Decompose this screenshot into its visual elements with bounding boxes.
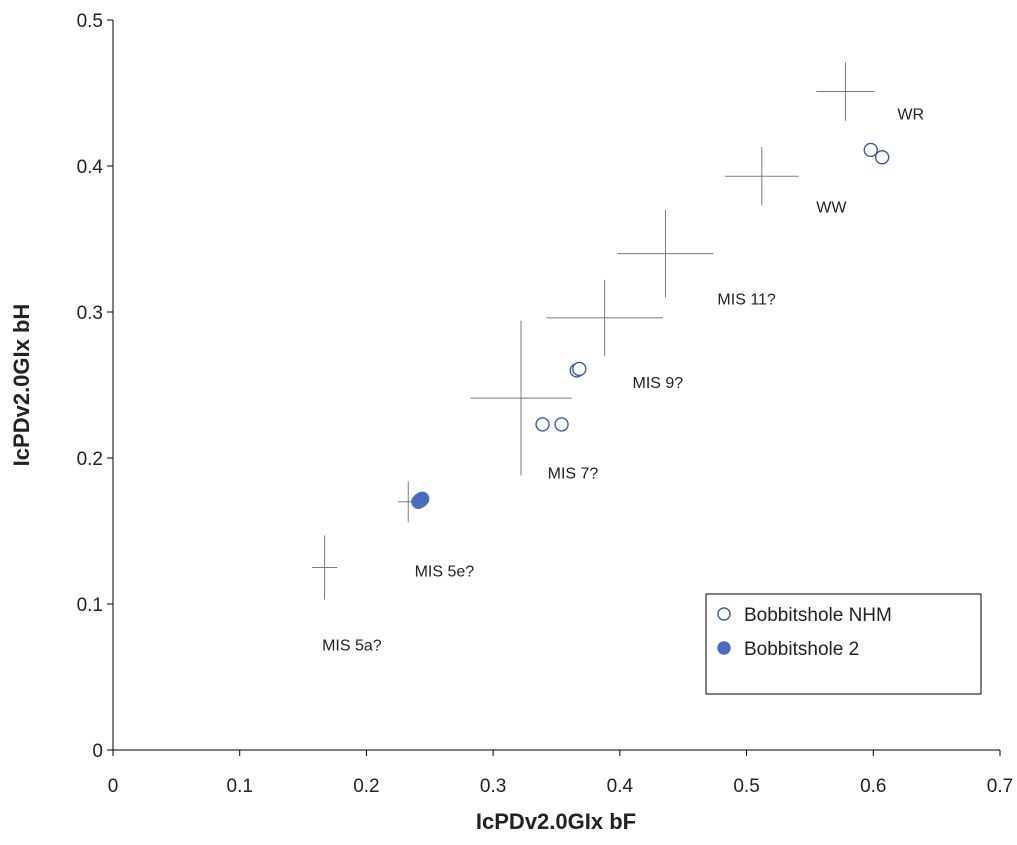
y-tick-label: 0.2 [77,449,103,470]
open-point [535,417,550,432]
annotation-label: MIS 7? [548,465,599,482]
annotation-label: WR [897,106,924,123]
open-point [874,150,890,165]
reference-cross [617,209,714,298]
filled-point [412,493,427,508]
legend-label: Bobbitshole NHM [744,605,892,626]
y-tick-label: 0.4 [77,157,104,178]
reference-crosses [311,62,875,600]
y-tick-label: 0 [92,741,103,762]
x-tick-label: 0.7 [987,776,1013,797]
x-axis-title: IcPDv2.0GIx bF [476,809,636,834]
reference-cross [470,320,572,476]
legend-label: Bobbitshole 2 [744,639,859,660]
legend-box [705,593,982,695]
x-tick-label: 0.4 [607,776,634,797]
y-axis-title: IcPDv2.0GIx bH [9,304,34,467]
x-tick-label: 0.3 [480,776,506,797]
axes: 0 0.1 0.2 0.3 0.4 0.5 0.6 0.7 0 0.1 0.2 0.3 0.4 0.5 [77,11,1014,797]
x-tick-label: 0.2 [353,776,379,797]
reference-cross [311,535,338,600]
annotation-label: MIS 5e? [415,563,475,580]
annotation-label: WW [816,200,847,217]
annotation-label: MIS 5a? [322,638,382,655]
reference-cross [546,279,663,356]
x-tick-label: 0.5 [733,776,759,797]
open-point [554,417,569,432]
x-tick-label: 0.6 [860,776,886,797]
y-tick-label: 0.5 [77,11,103,32]
annotation-label: MIS 9? [633,375,684,392]
data-points [411,142,890,509]
reference-cross [816,62,875,121]
y-tick-label: 0.3 [77,303,103,324]
legend: Bobbitshole NHM Bobbitshole 2 [705,593,982,695]
annotation-label: MIS 11? [717,292,776,309]
legend-marker-filled [717,641,731,655]
open-point [572,361,587,377]
y-tick-label: 0.1 [77,595,103,616]
open-point [863,142,878,158]
legend-marker-open [717,607,731,621]
x-tick-label: 0 [108,776,119,797]
reference-cross [725,147,799,206]
x-tick-label: 0.1 [227,776,253,797]
annotations: MIS 5a? MIS 5e? MIS 7? MIS 9? MIS 11? WW WR [322,106,924,654]
